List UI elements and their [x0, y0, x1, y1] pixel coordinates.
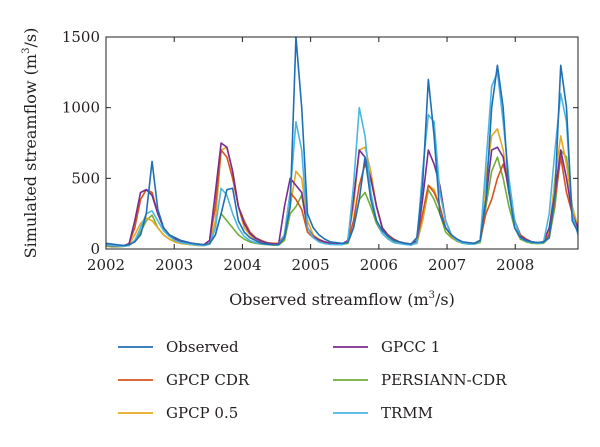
series-line-trmm [106, 71, 578, 247]
legend-label-observed: Observed [166, 338, 239, 356]
x-tick-label: 2005 [292, 256, 330, 274]
legend-label-gpcc-1: GPCC 1 [381, 338, 440, 356]
plot-frame [105, 36, 579, 250]
legend: Observed GPCP CDR GPCP 0.5 GPCC 1 PERSIANN-C… [118, 338, 507, 422]
y-tick-label: 0 [90, 240, 100, 258]
x-axis-label: Observed streamflow (m3/s) [229, 290, 455, 309]
x-tick-label: 2008 [496, 256, 534, 274]
y-tick-label: 1500 [62, 28, 100, 46]
legend-label-persiann-cdr: PERSIANN-CDR [381, 371, 507, 389]
x-tick-label: 2002 [87, 256, 125, 274]
y-tick-label: 1000 [62, 99, 100, 117]
y-tick-label: 500 [71, 169, 100, 187]
x-tick-label: 2006 [360, 256, 398, 274]
tick-layer: 2002 2003 2004 2005 2006 2007 2008 0 500 1000 1500 [62, 28, 578, 274]
y-axis-label: Simulated streamflow (m3/s) [21, 28, 40, 259]
series-line-gpcp-0-5 [106, 128, 578, 248]
x-tick-label: 2007 [428, 256, 466, 274]
legend-label-trmm: TRMM [381, 404, 433, 422]
legend-label-gpcp-cdr: GPCP CDR [166, 371, 250, 389]
legend-label-gpcp-0-5: GPCP 0.5 [166, 404, 238, 422]
x-tick-label: 2004 [223, 256, 261, 274]
x-tick-label: 2003 [155, 256, 193, 274]
series-line-observed [106, 36, 578, 247]
series-layer [106, 36, 578, 248]
